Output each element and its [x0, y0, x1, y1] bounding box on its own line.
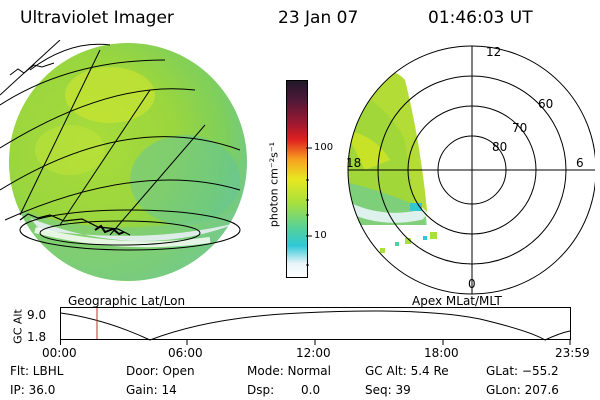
right-projection-label: Apex MLat/MLT: [412, 294, 502, 308]
mode-info: Mode: Normal: [247, 364, 331, 378]
dsp-label: Dsp:: [247, 383, 275, 397]
altitude-plot: [60, 307, 571, 345]
time-tick-0000: 00:00: [42, 346, 77, 360]
time-label: 01:46:03 UT: [428, 8, 533, 28]
mlt-label-0: 0: [468, 277, 476, 291]
instrument-title: Ultraviolet Imager: [20, 8, 174, 28]
polar-plot: [347, 45, 595, 295]
dsp-value: 0.0: [301, 383, 321, 397]
time-tick-1800: 18:00: [424, 346, 459, 360]
coastline-north: [9, 62, 55, 76]
date-label: 23 Jan 07: [278, 8, 359, 28]
time-tick-0600: 06:00: [168, 346, 203, 360]
mlt-label-18: 18: [346, 156, 362, 170]
altitude-tick-1-8: 1.8: [27, 330, 47, 344]
door-info: Door: Open: [126, 364, 195, 378]
altitude-curve: [60, 310, 571, 341]
polar-grid: [347, 45, 595, 295]
colorbar-unit-label: photon cm⁻²s⁻¹: [267, 141, 281, 228]
filter-info: Flt: LBHL: [10, 364, 64, 378]
time-tick-2359: 23:59: [555, 346, 590, 360]
colorbar-tick-100: 100: [314, 142, 334, 153]
mlat-label-60: 60: [538, 97, 554, 111]
glat-info: GLat: −55.2: [486, 364, 559, 378]
altitude-tick-9: 9.0: [27, 308, 47, 322]
mlt-label-12: 12: [486, 45, 502, 59]
gc-alt-info: GC Alt: 5.4 Re: [365, 364, 449, 378]
colorbar: [286, 80, 308, 278]
ip-info: IP: 36.0: [10, 383, 56, 397]
lat-lon-grid: [0, 40, 241, 251]
colorbar-tick-10: 10: [314, 230, 327, 241]
seq-info: Seq: 39: [365, 383, 411, 397]
coastline: [19, 213, 131, 236]
altitude-axis-label: GC Alt: [11, 309, 25, 344]
geographic-image: [0, 40, 247, 281]
gain-info: Gain: 14: [126, 383, 177, 397]
coastline-detail: [94, 224, 125, 236]
left-projection-label: Geographic Lat/Lon: [68, 294, 186, 308]
time-tick-1200: 12:00: [296, 346, 331, 360]
mlat-label-70: 70: [512, 121, 528, 135]
glon-info: GLon: 207.6: [486, 383, 559, 397]
colorbar-ticks: [306, 147, 312, 266]
mlt-label-6: 6: [576, 156, 584, 170]
mlat-label-80: 80: [492, 140, 508, 154]
